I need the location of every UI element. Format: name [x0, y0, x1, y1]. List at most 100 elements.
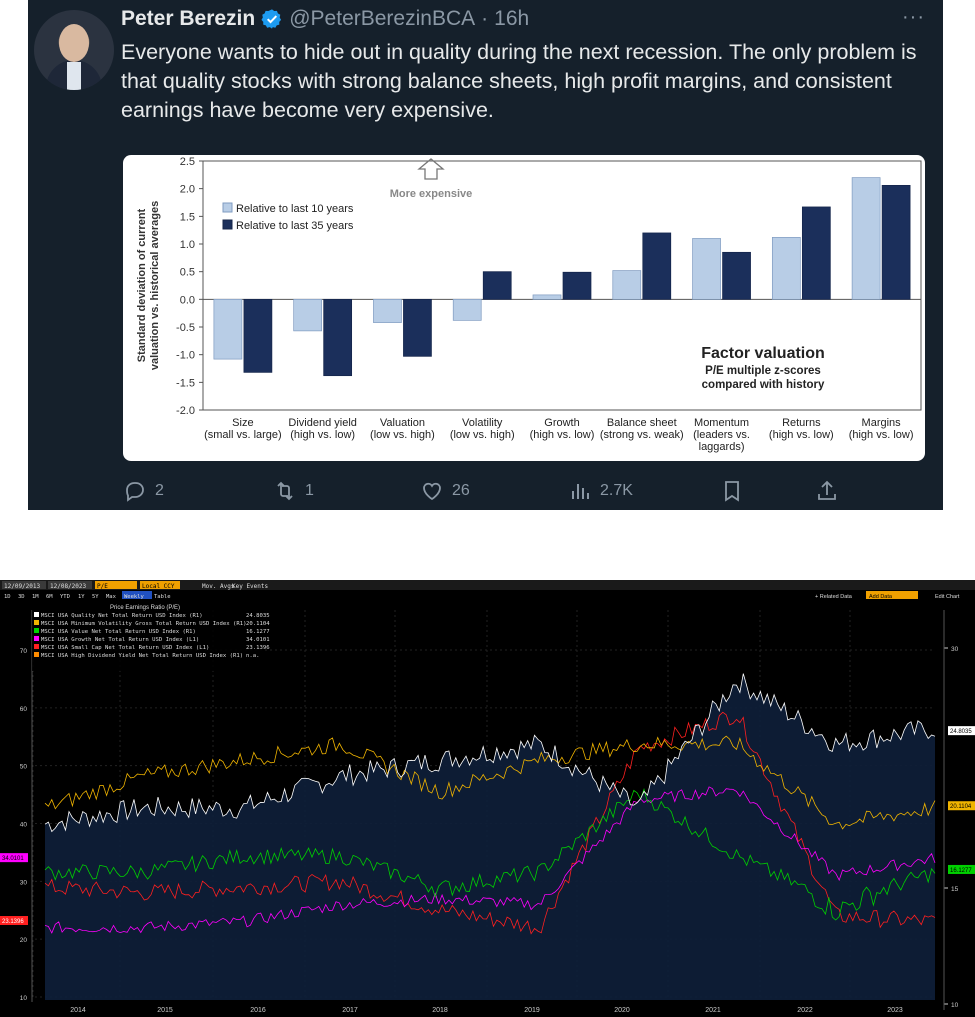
legend-label: Relative to last 10 years: [236, 203, 354, 215]
bar-10y[interactable]: [851, 177, 881, 300]
bbg-legend-item[interactable]: MSCI USA Minimum Volatility Gross Total …: [41, 621, 246, 627]
bbg-period-active[interactable]: [122, 591, 152, 599]
bbg-right-tick: 15: [951, 886, 959, 893]
reply-button[interactable]: 2: [123, 478, 164, 504]
bbg-last-value-badge: [0, 853, 28, 863]
bbg-toolbar-text[interactable]: 12/08/2023: [50, 583, 87, 590]
like-count: 26: [452, 482, 470, 499]
bbg-period[interactable]: 1M: [32, 594, 39, 600]
bbg-period[interactable]: Max: [106, 594, 117, 600]
bar-10y[interactable]: [771, 237, 801, 300]
bar-35y[interactable]: [323, 298, 353, 377]
bbg-legend-value: 20.1104: [246, 621, 270, 627]
bbg-toolbar-field[interactable]: [95, 581, 137, 589]
bar-35y[interactable]: [562, 271, 592, 300]
bar-10y[interactable]: [213, 298, 243, 360]
bbg-series-line[interactable]: [44, 673, 936, 833]
bbg-period[interactable]: Table: [154, 594, 171, 600]
bbg-series-line[interactable]: [44, 786, 936, 934]
bar-35y[interactable]: [722, 251, 751, 300]
chart-subtitle-line1: P/E multiple z-scores: [705, 365, 821, 377]
bbg-legend-title: Price Earnings Ratio (P/E): [110, 605, 180, 611]
bbg-related-data[interactable]: + Related Data: [815, 594, 853, 600]
bar-35y[interactable]: [801, 206, 831, 300]
bbg-legend-item[interactable]: MSCI USA Small Cap Net Total Return USD …: [41, 645, 209, 651]
bbg-toolbar-text[interactable]: Key Events: [232, 583, 269, 590]
bbg-legend-item[interactable]: MSCI USA Quality Net Total Return USD In…: [41, 613, 203, 619]
category-label: Growth (high vs. low): [530, 417, 595, 441]
bbg-toolbar-field[interactable]: [140, 581, 180, 589]
bar-35y[interactable]: [881, 184, 911, 300]
bar-35y[interactable]: [243, 298, 273, 373]
bbg-left-tick: 40: [20, 822, 28, 829]
bbg-toolbar-text[interactable]: 12/09/2013: [4, 583, 41, 590]
bbg-left-tick: 70: [20, 648, 28, 655]
bbg-period[interactable]: 6M: [46, 594, 53, 600]
bbg-toolbar-field[interactable]: [2, 581, 46, 589]
more-options-icon[interactable]: ···: [902, 6, 925, 28]
bbg-last-value-text: 16.1277: [950, 868, 972, 874]
bar-10y[interactable]: [532, 294, 562, 300]
y-tick-label: -1.0: [176, 350, 195, 362]
y-tick-label: 1.5: [180, 211, 195, 223]
bbg-series-line[interactable]: [44, 711, 936, 935]
bbg-series-line[interactable]: [44, 788, 936, 921]
author-name[interactable]: Peter Berezin: [121, 7, 256, 30]
bar-35y[interactable]: [642, 232, 672, 300]
bookmark-button[interactable]: [720, 478, 744, 504]
bbg-period[interactable]: 1Y: [78, 594, 85, 600]
bbg-add-data[interactable]: Add Data: [869, 594, 893, 600]
annotation-more-expensive: More expensive: [390, 188, 473, 200]
bbg-left-tick: 50: [20, 764, 28, 771]
bar-10y[interactable]: [612, 270, 642, 300]
views-icon: [572, 484, 589, 499]
bbg-year-label: 2022: [797, 1007, 813, 1014]
like-button[interactable]: 26: [420, 478, 470, 504]
bar-10y[interactable]: [452, 298, 482, 321]
bbg-legend-item[interactable]: MSCI USA Growth Net Total Return USD Ind…: [41, 637, 199, 643]
tweet-card: Peter Berezin @PeterBerezinBCA · 16h ···…: [28, 0, 943, 510]
bbg-legend-swatch: [34, 636, 39, 641]
bbg-period[interactable]: 1D: [4, 594, 11, 600]
bbg-toolbar-text[interactable]: Local CCY: [142, 583, 175, 590]
bbg-toolbar-text[interactable]: Mov. Avgs: [202, 583, 235, 590]
chart-subtitle-line2: compared with history: [702, 379, 825, 391]
author-avatar[interactable]: [34, 10, 114, 90]
bbg-toolbar-field[interactable]: [48, 581, 92, 589]
bbg-legend-item[interactable]: MSCI USA High Dividend Yield Net Total R…: [41, 653, 243, 659]
bbg-last-value-badge: [948, 801, 975, 811]
y-tick-label: -0.5: [176, 322, 195, 334]
bar-10y[interactable]: [692, 238, 721, 300]
bbg-edit-chart[interactable]: Edit Chart: [935, 594, 960, 600]
bbg-toolbar-text[interactable]: P/E: [97, 583, 108, 590]
bbg-left-tick: 10: [20, 995, 28, 1002]
bbg-legend-item[interactable]: MSCI USA Value Net Total Return USD Inde…: [41, 629, 196, 635]
bbg-legend-swatch: [34, 652, 39, 657]
bbg-series-line[interactable]: [44, 735, 936, 830]
bbg-year-label: 2014: [70, 1007, 86, 1014]
bloomberg-chart-svg: 12/09/2013 12/08/2023 P/E Local CCY Mov. Avg…: [0, 580, 975, 1014]
bar-10y[interactable]: [373, 298, 402, 323]
up-arrow-icon: [417, 158, 445, 180]
factor-valuation-chart[interactable]: 2.5 2.0 1.5 1.0 0.5 0.0 -0.5 -1.0 -1.5 -2.0 Standa…: [123, 155, 925, 461]
bar-10y[interactable]: [293, 298, 323, 332]
bloomberg-chart-panel[interactable]: 12/09/2013 12/08/2023 P/E Local CCY Mov. Avg…: [0, 580, 975, 1017]
bbg-right-tick: 30: [951, 646, 959, 653]
bbg-last-value-text: 20.1104: [950, 804, 972, 810]
retweet-button[interactable]: 1: [273, 478, 314, 504]
author-handle[interactable]: @PeterBerezinBCA: [289, 7, 476, 30]
bbg-period[interactable]: Weekly: [124, 594, 145, 600]
bbg-last-value-text: 24.8035: [950, 729, 972, 735]
y-tick-label: -2.0: [176, 405, 195, 417]
bbg-left-tick: 30: [20, 879, 28, 886]
bar-35y[interactable]: [482, 271, 512, 300]
bbg-period[interactable]: YTD: [60, 594, 70, 600]
bbg-period[interactable]: 5Y: [92, 594, 99, 600]
factor-plot-frame: [202, 160, 922, 411]
bbg-period[interactable]: 3D: [18, 594, 25, 600]
tweet-timestamp[interactable]: 16h: [494, 7, 530, 30]
bar-35y[interactable]: [403, 298, 432, 357]
views-button[interactable]: 2.7K: [568, 478, 633, 504]
share-button[interactable]: [815, 478, 839, 504]
bbg-add-data-field[interactable]: [866, 591, 918, 599]
